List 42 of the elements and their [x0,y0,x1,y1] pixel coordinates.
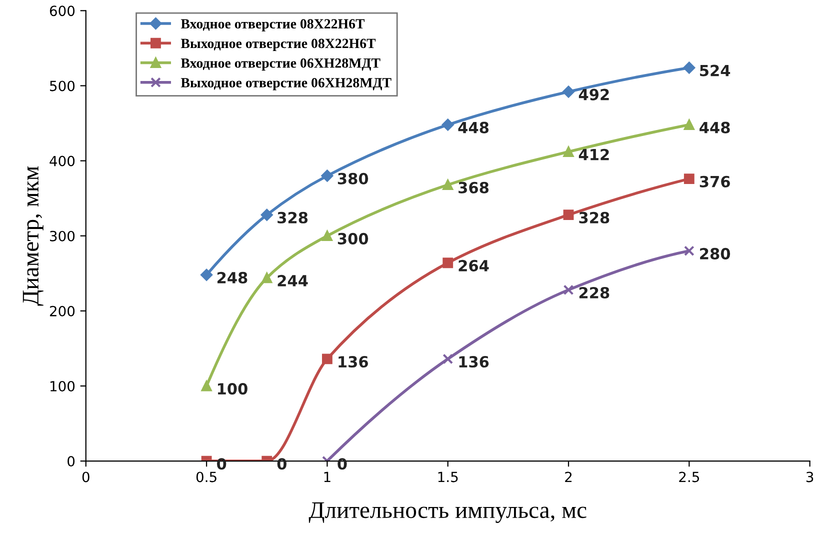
x-axis-title: Длительность импульса, мс [308,502,586,523]
x-tick-label: 0.5 [196,472,216,482]
y-tick-label: 600 [50,6,75,16]
x-tick-label: 0 [82,472,90,482]
data-label: 448 [700,122,730,134]
data-label: 0 [277,458,286,470]
data-label: 376 [700,176,730,188]
x-tick-label: 2 [565,472,572,482]
y-tick-label: 500 [50,80,75,92]
data-label: 524 [700,64,730,76]
data-label: 264 [458,260,489,272]
data-label: 0 [338,458,347,470]
data-label: 228 [579,286,610,298]
data-label: 136 [338,356,368,368]
data-label: 448 [458,122,489,134]
data-label: 248 [217,272,248,284]
y-tick-label: 100 [50,380,75,392]
data-label: 244 [278,274,308,286]
y-tick-label: 0 [68,456,75,467]
data-label: 280 [700,248,730,260]
y-tick-label: 400 [50,156,75,166]
data-label: 492 [578,88,609,100]
x-tick-label: 3 [806,472,814,482]
data-label: 136 [459,356,489,368]
data-label: 0 [217,458,226,470]
data-label: 100 [218,383,248,395]
legend-label: Выходное отверстие 08Х22Н6Т [180,38,376,51]
data-label: 328 [278,212,308,224]
data-label: 328 [579,212,610,224]
y-axis-title: Диаметр, мкм [22,166,44,306]
y-tick-label: 300 [50,230,75,242]
data-label: 300 [338,232,368,244]
legend-label: Выходное отверстие 06ХН28МДТ [180,78,392,90]
x-tick-label: 2.5 [679,472,699,482]
data-label: 412 [578,148,609,160]
x-tick-label: 1 [324,472,330,482]
data-label: 380 [338,172,368,184]
data-label: 368 [458,182,489,194]
x-tick-label: 1.5 [438,472,458,482]
y-tick-label: 200 [50,306,75,316]
legend-label: Входное отверстие 08Х22Н6Т [180,19,365,32]
legend-label: Входное отверстие 06ХН28МДТ [180,58,380,71]
